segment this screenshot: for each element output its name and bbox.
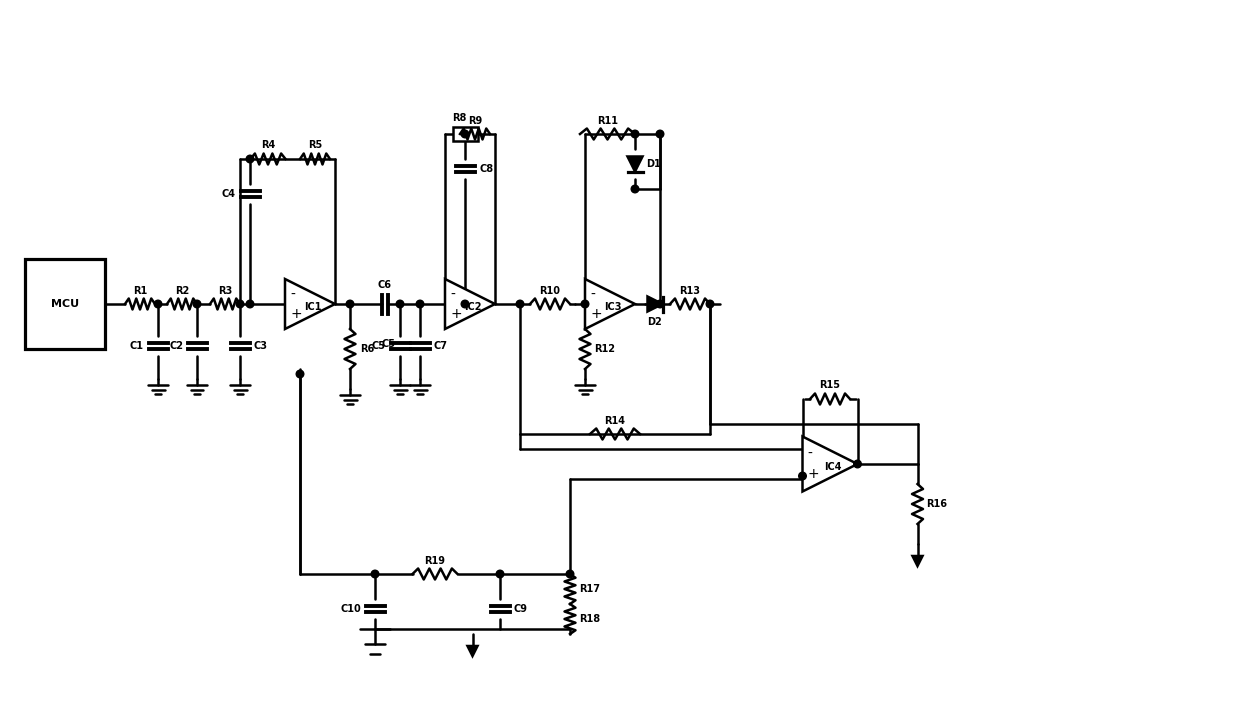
Polygon shape bbox=[445, 279, 495, 329]
Circle shape bbox=[296, 370, 304, 378]
Text: +: + bbox=[807, 468, 820, 481]
Circle shape bbox=[853, 460, 862, 468]
Text: MCU: MCU bbox=[51, 299, 79, 309]
Text: D2: D2 bbox=[647, 317, 662, 327]
Text: C6: C6 bbox=[378, 280, 392, 290]
Text: R4: R4 bbox=[260, 140, 275, 151]
Circle shape bbox=[461, 300, 469, 308]
Circle shape bbox=[656, 300, 663, 308]
Polygon shape bbox=[467, 646, 477, 656]
Text: R12: R12 bbox=[594, 344, 615, 354]
Circle shape bbox=[397, 300, 404, 308]
Circle shape bbox=[567, 571, 574, 578]
Circle shape bbox=[461, 130, 469, 138]
Polygon shape bbox=[285, 279, 335, 329]
Text: C3: C3 bbox=[254, 341, 268, 351]
Bar bbox=[453, 127, 477, 141]
Text: C8: C8 bbox=[479, 164, 494, 174]
Polygon shape bbox=[913, 556, 923, 566]
Text: R5: R5 bbox=[308, 140, 322, 151]
Circle shape bbox=[799, 472, 806, 480]
Polygon shape bbox=[585, 279, 635, 329]
Circle shape bbox=[346, 300, 353, 308]
Text: R9: R9 bbox=[467, 116, 482, 125]
Circle shape bbox=[496, 571, 503, 578]
Text: IC3: IC3 bbox=[604, 302, 621, 312]
Circle shape bbox=[236, 300, 244, 308]
Text: R2: R2 bbox=[175, 285, 190, 295]
Text: R1: R1 bbox=[133, 285, 148, 295]
Text: R10: R10 bbox=[539, 285, 560, 295]
Circle shape bbox=[707, 300, 714, 308]
Text: R18: R18 bbox=[579, 614, 600, 624]
Text: IC4: IC4 bbox=[825, 462, 842, 472]
Text: R17: R17 bbox=[579, 584, 600, 594]
Text: -: - bbox=[290, 287, 295, 301]
Text: C9: C9 bbox=[515, 604, 528, 614]
Text: IC1: IC1 bbox=[304, 302, 321, 312]
Text: C4: C4 bbox=[222, 189, 236, 199]
Text: C2: C2 bbox=[169, 341, 184, 351]
Text: C5: C5 bbox=[381, 339, 396, 349]
Polygon shape bbox=[802, 437, 858, 492]
Text: R16: R16 bbox=[926, 499, 947, 509]
Text: R19: R19 bbox=[424, 555, 445, 565]
Circle shape bbox=[582, 300, 589, 308]
Text: R11: R11 bbox=[596, 116, 618, 125]
Bar bbox=[25, 259, 105, 349]
Text: C10: C10 bbox=[340, 604, 361, 614]
Circle shape bbox=[193, 300, 201, 308]
Text: -: - bbox=[807, 447, 812, 460]
Text: -: - bbox=[590, 287, 595, 301]
Circle shape bbox=[247, 155, 254, 163]
Text: R13: R13 bbox=[680, 285, 701, 295]
Text: R6: R6 bbox=[360, 344, 374, 354]
Circle shape bbox=[516, 300, 523, 308]
Polygon shape bbox=[627, 156, 642, 172]
Text: -: - bbox=[450, 287, 455, 301]
Circle shape bbox=[417, 300, 424, 308]
Text: +: + bbox=[450, 306, 461, 321]
Circle shape bbox=[247, 300, 254, 308]
Circle shape bbox=[154, 300, 161, 308]
Text: R3: R3 bbox=[218, 285, 232, 295]
Text: +: + bbox=[590, 306, 601, 321]
Text: R8: R8 bbox=[453, 113, 467, 123]
Text: R14: R14 bbox=[605, 416, 625, 426]
Text: R15: R15 bbox=[820, 381, 841, 390]
Circle shape bbox=[631, 185, 639, 193]
Text: +: + bbox=[290, 306, 301, 321]
Text: C1: C1 bbox=[130, 341, 144, 351]
Polygon shape bbox=[647, 297, 662, 311]
Text: C5: C5 bbox=[372, 341, 386, 351]
Circle shape bbox=[371, 571, 378, 578]
Text: D1: D1 bbox=[646, 159, 661, 169]
Text: IC2: IC2 bbox=[464, 302, 482, 312]
Text: C7: C7 bbox=[434, 341, 448, 351]
Circle shape bbox=[631, 130, 639, 138]
Circle shape bbox=[656, 130, 663, 138]
